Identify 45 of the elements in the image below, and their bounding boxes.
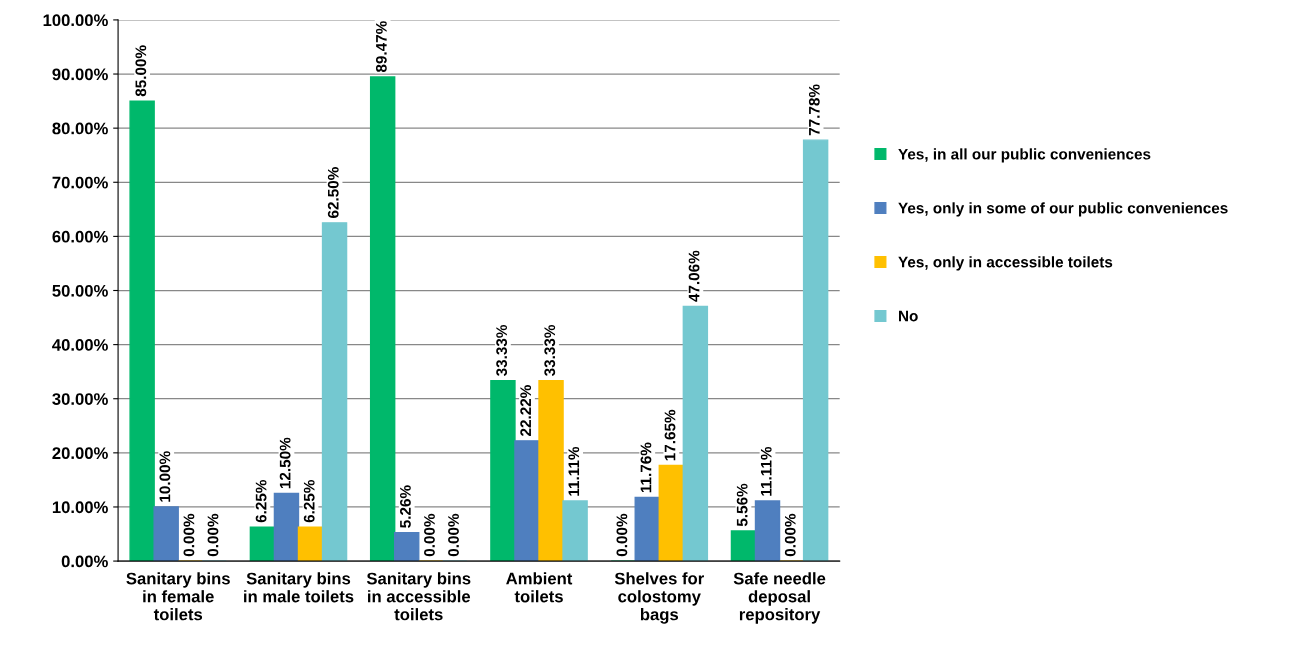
data-label: 33.33% <box>544 324 556 377</box>
data-label: 0.00% <box>424 513 435 557</box>
x-tick-label: Sanitary bins in male toilets <box>244 572 354 603</box>
data-label: 0.00% <box>616 513 628 557</box>
data-label: 89.47% <box>375 21 387 73</box>
x-tick-label: Safe needle deposal repository <box>733 572 826 624</box>
y-tick-label: 80.00% <box>52 122 108 135</box>
y-tick-label: 40.00% <box>52 339 108 351</box>
y-tick-label: 10.00% <box>52 501 108 514</box>
x-tick-label: Shelves for colostomy bags <box>614 572 704 624</box>
data-label: 0.00% <box>183 513 195 557</box>
legend-label: Yes, in all our public conveniences <box>898 148 1151 163</box>
data-label: 11.11% <box>760 446 772 496</box>
legend-label: Yes, only in accessible toilets <box>898 256 1113 271</box>
x-tick-label: Sanitary bins in female toilets <box>126 572 230 621</box>
y-tick-label: 60.00% <box>52 230 108 243</box>
data-label: 0.00% <box>784 513 796 557</box>
data-label: 10.00% <box>159 451 171 502</box>
y-tick-label: 20.00% <box>52 447 108 460</box>
data-label: 33.33% <box>496 324 508 377</box>
data-label: 22.22% <box>520 385 532 436</box>
y-tick-label: 70.00% <box>52 176 108 189</box>
data-label: 0.00% <box>207 513 219 557</box>
data-label: 6.25% <box>303 480 315 523</box>
data-label: 85.00% <box>135 45 147 97</box>
data-label: 5.26% <box>400 485 411 528</box>
data-label: 77.78% <box>808 84 820 136</box>
data-label: 47.06% <box>688 250 700 302</box>
y-tick-label: 30.00% <box>52 393 108 405</box>
data-label: 17.65% <box>664 409 676 461</box>
y-tick-label: 0.00% <box>61 555 108 568</box>
legend-label: Yes, only in some of our public conveniences <box>898 202 1228 217</box>
data-label: 6.25% <box>255 480 267 523</box>
legend-label: No <box>899 310 918 322</box>
data-label: 62.50% <box>327 167 339 218</box>
y-tick-label: 90.00% <box>52 68 108 81</box>
data-label: 11.76% <box>640 442 652 493</box>
x-tick-label: Sanitary bins in accessible toilets <box>366 572 471 621</box>
data-label: 0.00% <box>448 513 459 557</box>
x-tick-label: Ambient toilets <box>506 572 573 603</box>
y-tick-label: 50.00% <box>52 284 108 297</box>
data-label: 5.56% <box>736 483 748 527</box>
data-label: 12.50% <box>279 437 291 489</box>
y-tick-label: 100.00% <box>43 14 108 27</box>
data-label: 11.11% <box>568 446 580 496</box>
